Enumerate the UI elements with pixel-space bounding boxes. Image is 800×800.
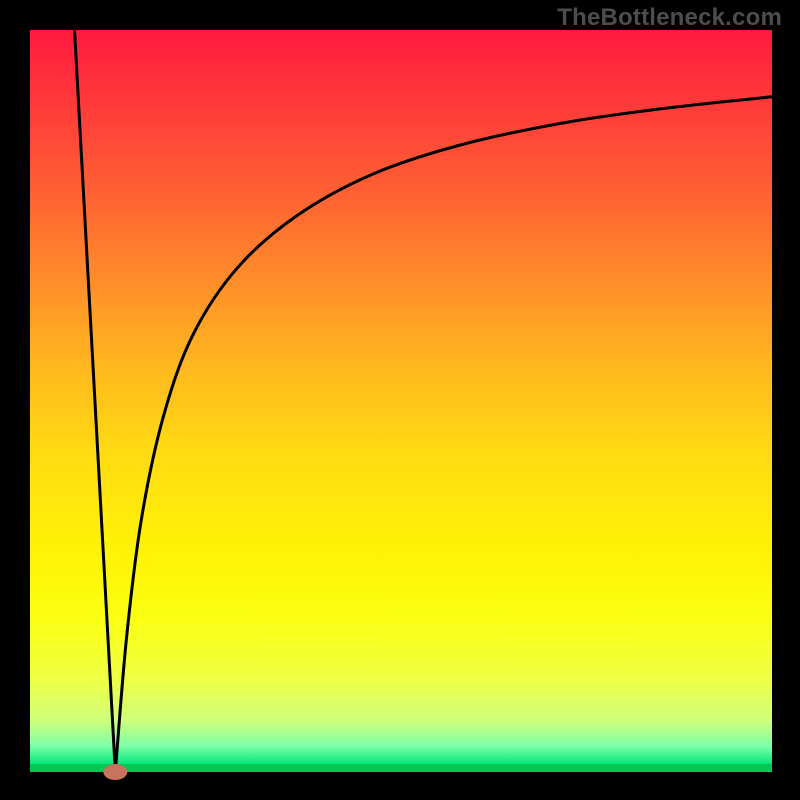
green-band xyxy=(30,764,772,772)
plot-area xyxy=(30,30,772,772)
watermark-text: TheBottleneck.com xyxy=(557,4,782,32)
chart-container: TheBottleneck.com xyxy=(0,0,800,800)
minimum-marker xyxy=(103,764,127,780)
bottleneck-chart xyxy=(0,0,800,800)
